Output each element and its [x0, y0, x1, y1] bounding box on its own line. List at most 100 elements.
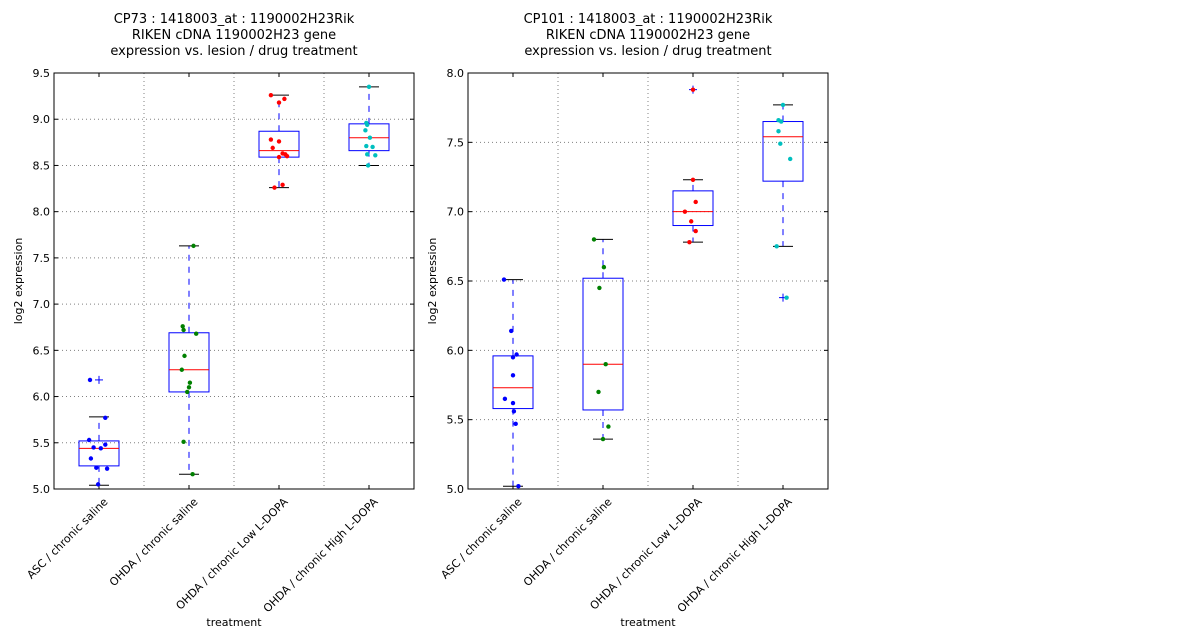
- data-point: [516, 484, 521, 489]
- xtick-label: OHDA / chronic saline: [107, 495, 201, 589]
- data-point: [780, 102, 786, 108]
- box-1: [492, 279, 534, 487]
- ytick-label: 7.5: [33, 252, 51, 265]
- data-point: [185, 389, 190, 395]
- data-point: [501, 277, 507, 282]
- data-point: [779, 119, 784, 124]
- data-point: [511, 409, 517, 414]
- data-point: [98, 446, 104, 451]
- data-point: [87, 377, 93, 383]
- ytick-label: 6.0: [33, 391, 51, 404]
- data-point: [600, 436, 606, 442]
- ytick-label: 7.0: [447, 206, 465, 219]
- chart-title-line: expression vs. lesion / drug treatment: [110, 44, 357, 59]
- data-point: [784, 295, 789, 300]
- data-point: [597, 285, 602, 291]
- chart-title-line: CP101 : 1418003_at : 1190002H23Rik: [524, 12, 773, 27]
- xtick-label: OHDA / chronic saline: [521, 495, 615, 589]
- data-point: [370, 144, 375, 150]
- data-point: [94, 465, 99, 470]
- data-point: [103, 442, 108, 447]
- data-point: [284, 154, 290, 159]
- data-point: [687, 239, 692, 245]
- data-point: [180, 324, 185, 329]
- box-2: [582, 238, 624, 440]
- data-point: [88, 456, 94, 461]
- ytick-label: 9.0: [33, 113, 51, 126]
- data-point: [514, 352, 519, 357]
- ytick-label: 6.5: [33, 344, 51, 357]
- ytick-label: 8.0: [33, 206, 51, 219]
- data-point: [270, 145, 275, 151]
- data-point: [365, 152, 370, 157]
- xtick-label: ASC / chronic saline: [24, 495, 110, 581]
- data-point: [774, 244, 779, 249]
- data-point: [179, 367, 184, 372]
- data-point: [191, 243, 196, 249]
- ytick-label: 6.0: [447, 344, 465, 357]
- data-point: [788, 156, 793, 162]
- data-point: [187, 380, 193, 385]
- box-1: [78, 375, 120, 486]
- data-point: [190, 472, 195, 477]
- ytick-label: 7.0: [33, 298, 51, 311]
- data-point: [365, 163, 371, 168]
- data-point: [194, 331, 199, 336]
- data-point: [272, 185, 277, 190]
- data-point: [91, 445, 96, 450]
- data-point: [182, 353, 187, 359]
- data-point: [86, 437, 92, 443]
- data-point: [693, 228, 698, 234]
- chart-title-line: expression vs. lesion / drug treatment: [524, 44, 771, 59]
- data-point: [682, 209, 688, 214]
- data-point: [268, 137, 274, 142]
- ytick-label: 8.5: [33, 159, 51, 172]
- data-point: [510, 355, 516, 360]
- ytick-label: 5.0: [447, 483, 465, 496]
- data-point: [282, 96, 287, 102]
- y-axis-label: log2 expression: [426, 238, 439, 325]
- data-point: [104, 466, 110, 471]
- data-point: [276, 154, 282, 160]
- box-iqr: [582, 277, 624, 411]
- data-point: [778, 141, 783, 146]
- data-point: [776, 129, 781, 134]
- data-point: [364, 143, 369, 149]
- y-axis-label: log2 expression: [12, 238, 25, 325]
- data-point: [690, 87, 696, 92]
- data-point: [509, 328, 514, 334]
- data-point: [367, 135, 373, 140]
- data-point: [181, 439, 186, 445]
- ytick-label: 9.5: [33, 67, 51, 80]
- data-point: [365, 122, 370, 127]
- data-point: [276, 100, 282, 105]
- data-point: [591, 237, 597, 242]
- box-3: [672, 85, 714, 243]
- chart-2: CP101 : 1418003_at : 1190002H23RikRIKEN …: [426, 12, 829, 629]
- data-point: [366, 84, 372, 90]
- data-point: [606, 424, 611, 429]
- ytick-label: 7.5: [447, 136, 465, 149]
- data-point: [373, 153, 378, 158]
- box-2: [168, 245, 210, 475]
- data-point: [502, 396, 508, 402]
- data-point: [601, 264, 607, 270]
- data-point: [693, 199, 698, 205]
- data-point: [603, 362, 608, 367]
- ytick-label: 8.0: [447, 67, 465, 80]
- axes-frame: [467, 72, 829, 490]
- ytick-label: 5.0: [33, 483, 51, 496]
- box-iqr: [762, 121, 804, 182]
- data-point: [510, 373, 516, 378]
- chart-title-line: CP73 : 1418003_at : 1190002H23Rik: [114, 12, 355, 27]
- x-axis-label: treatment: [206, 616, 262, 629]
- data-point: [689, 219, 694, 224]
- box-iqr: [492, 355, 534, 410]
- xtick-label: ASC / chronic saline: [438, 495, 524, 581]
- ytick-label: 6.5: [447, 275, 465, 288]
- axes-frame: [53, 72, 415, 490]
- data-point: [268, 92, 274, 98]
- data-point: [276, 139, 282, 144]
